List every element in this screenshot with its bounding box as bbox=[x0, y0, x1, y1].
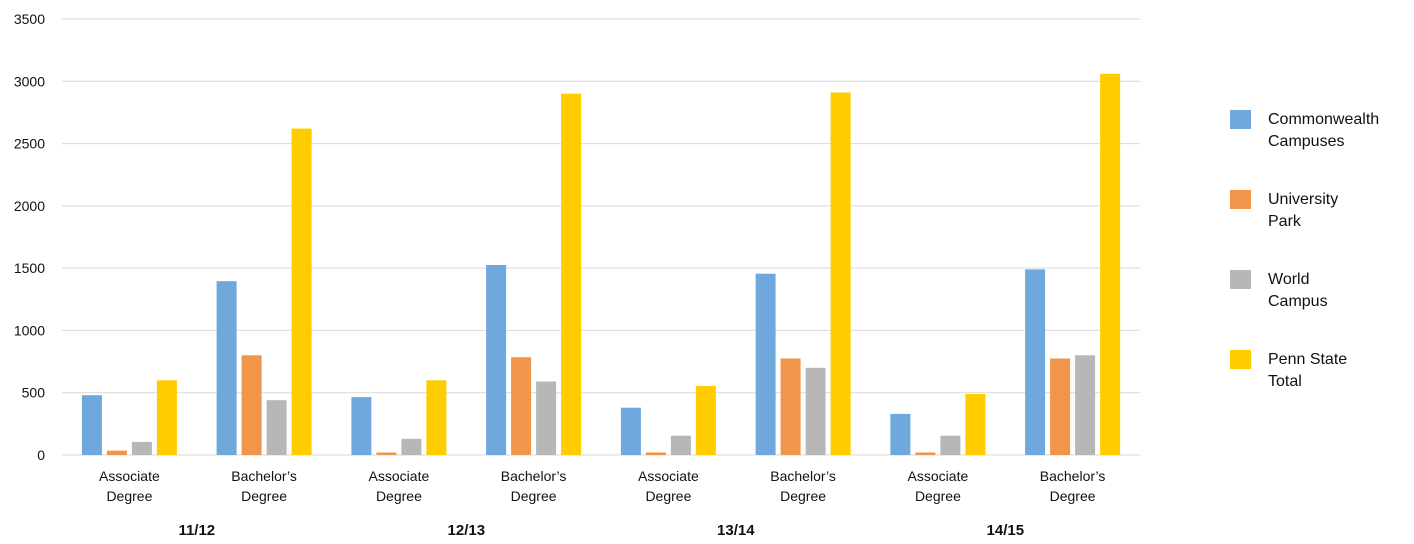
legend-swatch-penn-state-total bbox=[1230, 350, 1251, 369]
x-category-label: Degree bbox=[511, 488, 557, 504]
bar-world-campus-5 bbox=[805, 367, 826, 455]
legend-swatch-commonwealth-campuses bbox=[1230, 110, 1251, 129]
y-tick-label: 2000 bbox=[14, 198, 45, 214]
bar-world-campus-4 bbox=[670, 435, 691, 455]
bar-university-park-7 bbox=[1050, 358, 1071, 455]
bar-university-park-3 bbox=[511, 357, 532, 455]
legend-swatch-university-park bbox=[1230, 190, 1251, 209]
x-category-label: Bachelor’s bbox=[501, 468, 567, 484]
x-category-label: Degree bbox=[376, 488, 422, 504]
bar-world-campus-7 bbox=[1075, 355, 1096, 455]
x-group-label: 12/13 bbox=[448, 522, 486, 539]
bar-commonwealth-campuses-6 bbox=[890, 413, 911, 455]
legend-label-university-park: University bbox=[1268, 191, 1338, 208]
legend-label-commonwealth-campuses: Commonwealth bbox=[1268, 111, 1379, 128]
y-tick-label: 500 bbox=[22, 385, 46, 401]
y-tick-label: 1500 bbox=[14, 260, 45, 276]
bar-world-campus-6 bbox=[940, 435, 961, 455]
x-group-label: 14/15 bbox=[987, 522, 1025, 539]
bar-penn-state-total-0 bbox=[156, 380, 177, 455]
y-axis-tick-labels: 0 500 1000 1500 2000 2500 3000 3500 bbox=[14, 11, 45, 463]
y-tick-label: 1000 bbox=[14, 322, 45, 338]
y-tick-label: 0 bbox=[37, 447, 45, 463]
x-category-label: Associate bbox=[99, 468, 160, 484]
bar-penn-state-total-5 bbox=[830, 92, 851, 455]
x-category-label: Degree bbox=[106, 488, 152, 504]
bar-commonwealth-campuses-0 bbox=[81, 395, 102, 455]
bar-penn-state-total-4 bbox=[695, 385, 716, 455]
x-category-label: Bachelor’s bbox=[231, 468, 297, 484]
bar-penn-state-total-1 bbox=[291, 128, 312, 455]
bar-university-park-0 bbox=[106, 450, 127, 455]
x-category-label: Bachelor’s bbox=[1040, 468, 1106, 484]
bar-penn-state-total-2 bbox=[426, 380, 447, 455]
legend-label-commonwealth-campuses: Campuses bbox=[1268, 133, 1344, 150]
bar-world-campus-3 bbox=[536, 381, 557, 455]
legend-label-world-campus: World bbox=[1268, 271, 1310, 288]
bar-university-park-1 bbox=[241, 355, 262, 455]
bar-commonwealth-campuses-4 bbox=[620, 407, 641, 455]
x-category-label: Degree bbox=[780, 488, 826, 504]
bar-world-campus-0 bbox=[131, 441, 152, 455]
x-category-label: Degree bbox=[915, 488, 961, 504]
x-category-label: Degree bbox=[1050, 488, 1096, 504]
legend-label-university-park: Park bbox=[1268, 213, 1302, 230]
bar-penn-state-total-3 bbox=[561, 93, 582, 455]
bar-university-park-2 bbox=[376, 452, 397, 455]
x-category-label: Associate bbox=[638, 468, 699, 484]
legend-label-penn-state-total: Total bbox=[1268, 373, 1302, 390]
bar-commonwealth-campuses-5 bbox=[755, 273, 776, 455]
x-group-label: 11/12 bbox=[178, 522, 215, 539]
legend-label-penn-state-total: Penn State bbox=[1268, 351, 1347, 368]
bar-commonwealth-campuses-2 bbox=[351, 397, 372, 455]
bar-commonwealth-campuses-7 bbox=[1025, 269, 1046, 455]
bar-university-park-4 bbox=[645, 452, 666, 455]
bar-penn-state-total-6 bbox=[965, 394, 986, 455]
bar-world-campus-1 bbox=[266, 400, 287, 455]
x-category-label: Bachelor’s bbox=[770, 468, 836, 484]
y-tick-label: 2500 bbox=[14, 136, 45, 152]
y-tick-label: 3500 bbox=[14, 11, 45, 27]
legend-label-world-campus: Campus bbox=[1268, 293, 1328, 310]
x-group-label: 13/14 bbox=[717, 522, 755, 539]
bar-world-campus-2 bbox=[401, 438, 422, 455]
bar-commonwealth-campuses-1 bbox=[216, 281, 237, 455]
legend-swatch-world-campus bbox=[1230, 270, 1251, 289]
x-axis-category-labels: Associate Degree Bachelor’s Degree Associate… bbox=[99, 468, 1105, 504]
x-axis-group-labels: 11/12 12/13 13/14 14/15 bbox=[178, 522, 1024, 539]
bar-commonwealth-campuses-3 bbox=[486, 265, 507, 455]
bar-penn-state-total-7 bbox=[1100, 73, 1121, 456]
bar-university-park-6 bbox=[915, 452, 936, 455]
x-category-label: Associate bbox=[908, 468, 969, 484]
x-category-label: Degree bbox=[645, 488, 691, 504]
x-category-label: Associate bbox=[369, 468, 430, 484]
bar-university-park-5 bbox=[780, 358, 801, 455]
bars bbox=[81, 73, 1121, 456]
x-category-label: Degree bbox=[241, 488, 287, 504]
legend: Commonwealth Campuses University Park World C… bbox=[1230, 110, 1379, 390]
y-tick-label: 3000 bbox=[14, 73, 45, 89]
